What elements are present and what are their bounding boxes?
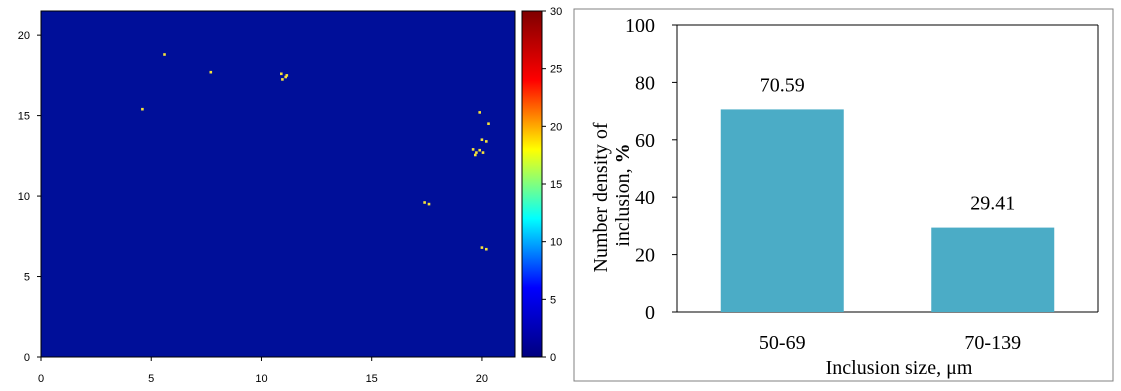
inclusion-point: [487, 122, 490, 125]
bar-data-label: 29.41: [970, 193, 1015, 215]
colorbar-tick-label: 15: [550, 179, 562, 191]
bar-y-tick-label: 40: [635, 187, 655, 209]
bar-y-tick-label: 60: [635, 130, 655, 152]
map-y-tick-label: 20: [18, 30, 30, 42]
bar-category-label: 70-139: [964, 332, 1021, 354]
bar-x-ticks: 50-69 70-139: [759, 332, 1021, 354]
bar-y-tick-label: 0: [645, 302, 655, 324]
bar-y-axis-label: Number density of inclusion, %: [590, 118, 634, 273]
y-axis-label-unit: %: [612, 143, 634, 163]
inclusion-point: [471, 148, 475, 151]
inclusion-point: [284, 75, 287, 79]
inclusion-point: [281, 78, 284, 81]
bar: [720, 109, 844, 312]
map-y-tick-label: 5: [24, 272, 30, 284]
colorbar-strip: [521, 10, 543, 358]
inclusion-point: [485, 140, 488, 143]
map-x-tick-label: 10: [255, 373, 267, 385]
map-x-ticks: 0 5 10 15 20: [38, 357, 488, 385]
colorbar-tick-label: 30: [550, 6, 562, 18]
bar-chart-panel: 70.59 29.41 0 20 40 60 80 100 50-69 70-139 Numb…: [573, 8, 1114, 382]
map-y-tick-label: 0: [24, 352, 30, 364]
inclusion-point: [141, 107, 144, 111]
map-y-tick-label: 10: [18, 191, 30, 203]
inclusion-point: [423, 201, 426, 204]
bar-data-label: 70.59: [760, 74, 805, 96]
bars: 70.59 29.41: [720, 74, 1055, 312]
map-points: [141, 53, 490, 251]
bar-y-tick-label: 80: [635, 72, 655, 94]
colorbar-tick-label: 20: [550, 121, 562, 133]
bar-category-label: 50-69: [759, 332, 806, 354]
inclusion-point: [485, 247, 488, 251]
colorbar-tick-label: 0: [550, 352, 556, 364]
inclusion-point: [480, 138, 484, 141]
map-y-tick-label: 15: [18, 111, 30, 123]
map-plot-area: [40, 10, 516, 358]
colorbar-tick-label: 10: [550, 237, 562, 249]
inclusion-point: [285, 74, 289, 77]
colorbar-tick-label: 5: [550, 294, 556, 306]
inclusion-map-panel: 0 5 10 15 20 0 5 10 15 20: [18, 10, 516, 385]
map-x-tick-label: 5: [148, 373, 154, 385]
inclusion-point: [478, 148, 481, 152]
inclusion-point: [475, 151, 478, 154]
colorbar-tick-label: 25: [550, 64, 562, 76]
inclusion-point: [474, 153, 477, 157]
colorbar-ticks: 0 5 10 15 20 25 30: [542, 6, 562, 364]
y-axis-label-line2: inclusion,: [612, 163, 634, 246]
inclusion-point: [280, 72, 283, 76]
inclusion-point: [480, 246, 484, 249]
bar: [931, 227, 1055, 312]
colorbar: 0 5 10 15 20 25 30: [521, 6, 562, 364]
map-x-tick-label: 15: [366, 373, 378, 385]
inclusion-point: [163, 53, 166, 56]
bar-y-tick-label: 20: [635, 245, 655, 267]
map-x-tick-label: 20: [476, 373, 488, 385]
bar-x-axis-label: Inclusion size, μm: [826, 357, 973, 379]
map-y-ticks: 0 5 10 15 20: [18, 30, 41, 364]
inclusion-point: [478, 111, 481, 114]
inclusion-point: [427, 202, 431, 206]
y-axis-label-line1: Number density of: [590, 122, 612, 272]
bar-y-tick-label: 100: [625, 15, 655, 37]
map-x-tick-label: 0: [38, 373, 44, 385]
inclusion-point: [481, 151, 485, 154]
bar-y-ticks: 0 20 40 60 80 100: [625, 15, 677, 324]
inclusion-point: [209, 70, 213, 74]
